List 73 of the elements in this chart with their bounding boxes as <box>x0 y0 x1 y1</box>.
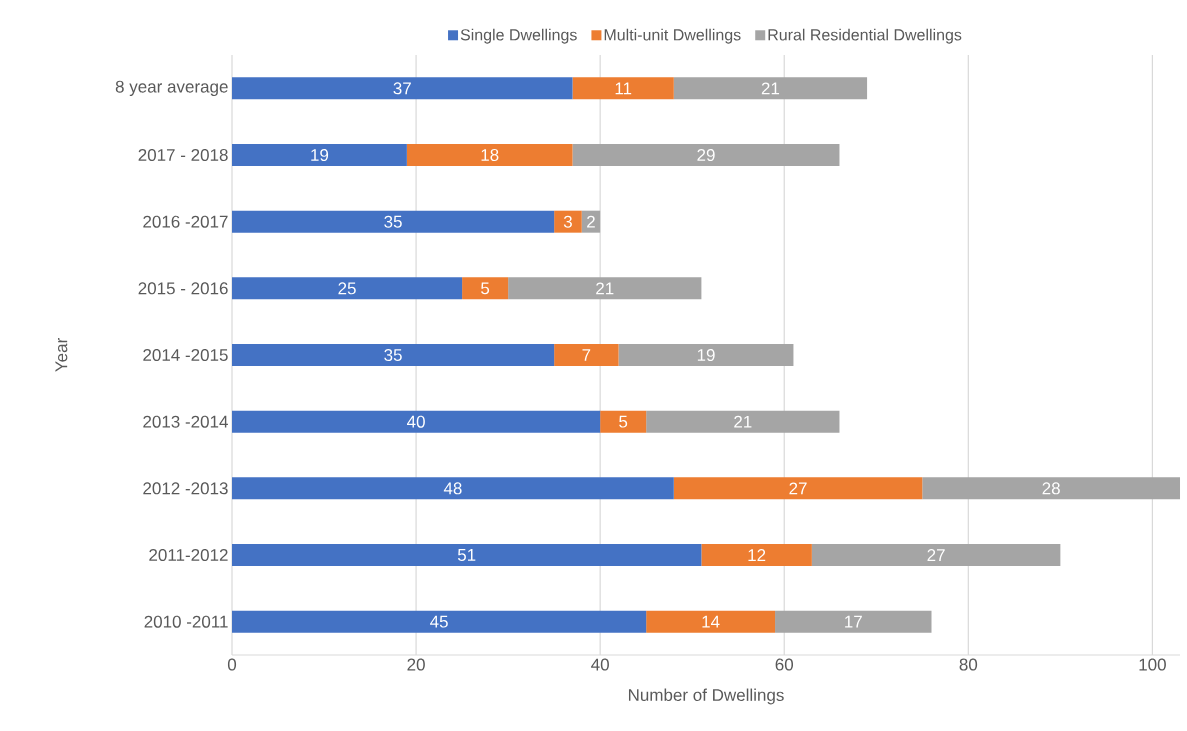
bar <box>572 77 674 100</box>
bar <box>232 410 601 433</box>
bar <box>554 210 582 233</box>
bar <box>232 477 674 500</box>
y-tick-label: 2014 -2015 <box>143 348 228 362</box>
data-label: 5 <box>619 415 628 428</box>
data-label: 7 <box>582 349 591 361</box>
bar <box>232 77 573 100</box>
y-tick-label: 8 year average <box>115 80 228 97</box>
data-label: 45 <box>430 615 448 628</box>
y-tick-label: 2011-2012 <box>149 548 228 562</box>
data-label: 14 <box>702 615 720 628</box>
x-tick-label: 80 <box>959 658 978 671</box>
data-label: 11 <box>615 82 632 95</box>
data-label: 5 <box>481 282 490 295</box>
bar <box>232 610 647 633</box>
bar <box>922 477 1181 500</box>
bar <box>673 77 868 100</box>
x-tick-label: 20 <box>407 658 425 671</box>
y-tick-label: 2017 - 2018 <box>138 148 228 162</box>
bar <box>554 344 619 367</box>
data-label: 3 <box>563 215 572 228</box>
y-tick-label: 2015 - 2016 <box>138 282 228 295</box>
y-tick-label: 2013 -2014 <box>143 415 228 428</box>
bar <box>508 277 702 300</box>
legend-label: Multi-unit Dwellings <box>604 28 741 44</box>
y-tick-label: 2010 -2011 <box>144 615 228 628</box>
bar <box>618 344 794 367</box>
bar <box>646 410 840 433</box>
data-label: 21 <box>761 82 780 95</box>
data-label: 2 <box>587 215 595 228</box>
bar <box>232 277 463 300</box>
data-label: 19 <box>697 348 715 362</box>
y-tick-label: 2012 -2013 <box>143 482 228 495</box>
bar <box>646 610 776 633</box>
y-tick-label: 2016 -2017 <box>143 215 228 228</box>
data-label: 40 <box>407 415 425 428</box>
data-label: 25 <box>338 282 356 295</box>
data-label: 28 <box>1042 482 1060 495</box>
bar <box>232 210 555 233</box>
data-label: 27 <box>789 482 807 495</box>
x-tick-label: 60 <box>775 658 794 671</box>
data-label: 35 <box>384 215 402 228</box>
bar <box>406 144 573 167</box>
data-label: 17 <box>845 615 862 628</box>
bar <box>572 144 840 167</box>
data-label: 29 <box>697 148 715 162</box>
bar <box>673 477 923 500</box>
data-label: 18 <box>481 148 499 162</box>
bar <box>462 277 509 300</box>
legend-label: Single Dwellings <box>460 28 577 44</box>
data-label: 12 <box>748 549 766 561</box>
bar <box>775 610 932 633</box>
bar <box>232 344 555 367</box>
data-label: 35 <box>384 348 402 362</box>
data-label: 21 <box>596 282 614 295</box>
bar <box>701 544 812 567</box>
x-tick-label: 40 <box>591 658 609 671</box>
x-axis-title: Number of Dwellings <box>628 688 784 705</box>
y-axis-title: Year <box>55 338 68 372</box>
data-label: 51 <box>457 549 476 561</box>
data-label: 37 <box>393 82 411 95</box>
x-tick-label: 100 <box>1139 658 1166 671</box>
bar <box>600 410 647 433</box>
data-label: 21 <box>734 415 752 428</box>
bar <box>811 544 1061 567</box>
data-label: 48 <box>443 482 462 495</box>
legend-label: Rural Residential Dwellings <box>768 28 962 44</box>
data-label: 19 <box>311 148 329 162</box>
data-label: 27 <box>927 549 945 561</box>
x-tick-label: 0 <box>227 658 237 671</box>
bar <box>232 144 407 167</box>
bar <box>232 544 702 567</box>
